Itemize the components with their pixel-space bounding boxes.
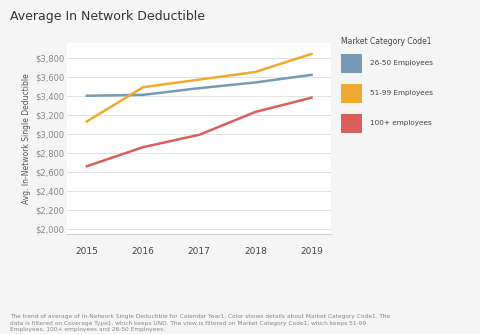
Text: 2019: 2019: [300, 247, 323, 256]
Text: Market Category Code1: Market Category Code1: [341, 37, 432, 46]
Text: 2015: 2015: [75, 247, 98, 256]
FancyBboxPatch shape: [341, 84, 362, 103]
Text: The trend of average of In-Network Single Deductible for Calendar Year1. Color s: The trend of average of In-Network Singl…: [10, 314, 390, 332]
Text: 2017: 2017: [188, 247, 211, 256]
Y-axis label: Avg. In-Network Single Deductible: Avg. In-Network Single Deductible: [22, 73, 31, 204]
Text: 100+ employees: 100+ employees: [371, 120, 432, 126]
Text: 26-50 Employees: 26-50 Employees: [371, 60, 433, 66]
Text: 2018: 2018: [244, 247, 267, 256]
Text: 51-99 Employees: 51-99 Employees: [371, 90, 433, 96]
FancyBboxPatch shape: [341, 114, 362, 133]
FancyBboxPatch shape: [341, 54, 362, 73]
Text: Average In Network Deductible: Average In Network Deductible: [10, 10, 204, 23]
Text: 2016: 2016: [132, 247, 155, 256]
